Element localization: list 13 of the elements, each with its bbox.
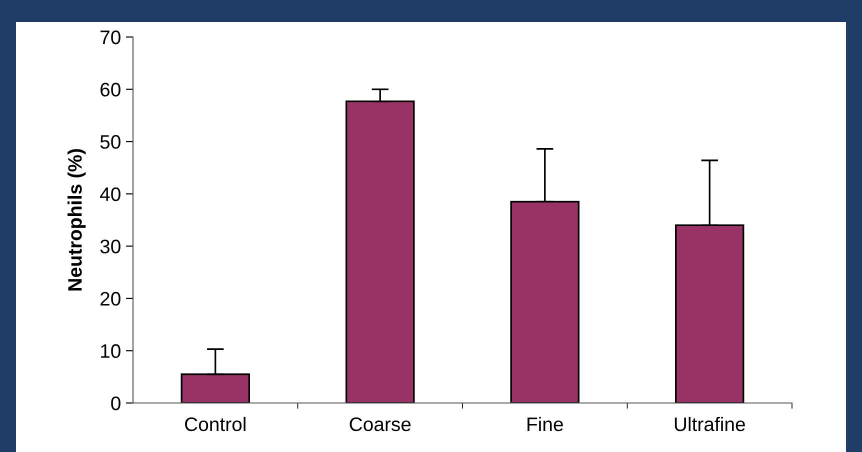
x-tick-label: Ultrafine [674,416,745,432]
x-tick-label: Coarse [350,417,411,432]
y-tick-label: 70 [100,30,120,44]
y-tick-label: 60 [100,82,120,97]
y-tick-label: 30 [100,240,120,254]
y-tick-label: 0 [111,396,120,410]
y-axis-title: Neutrophils (%) [68,149,86,291]
y-tick-label: 50 [100,135,120,149]
y-tick-label: 10 [101,344,120,358]
y-tick-label: 40 [100,187,120,202]
x-tick-label: Fine [528,416,563,432]
y-tick-label: 20 [100,292,120,306]
x-tick-label: Control [185,416,246,432]
